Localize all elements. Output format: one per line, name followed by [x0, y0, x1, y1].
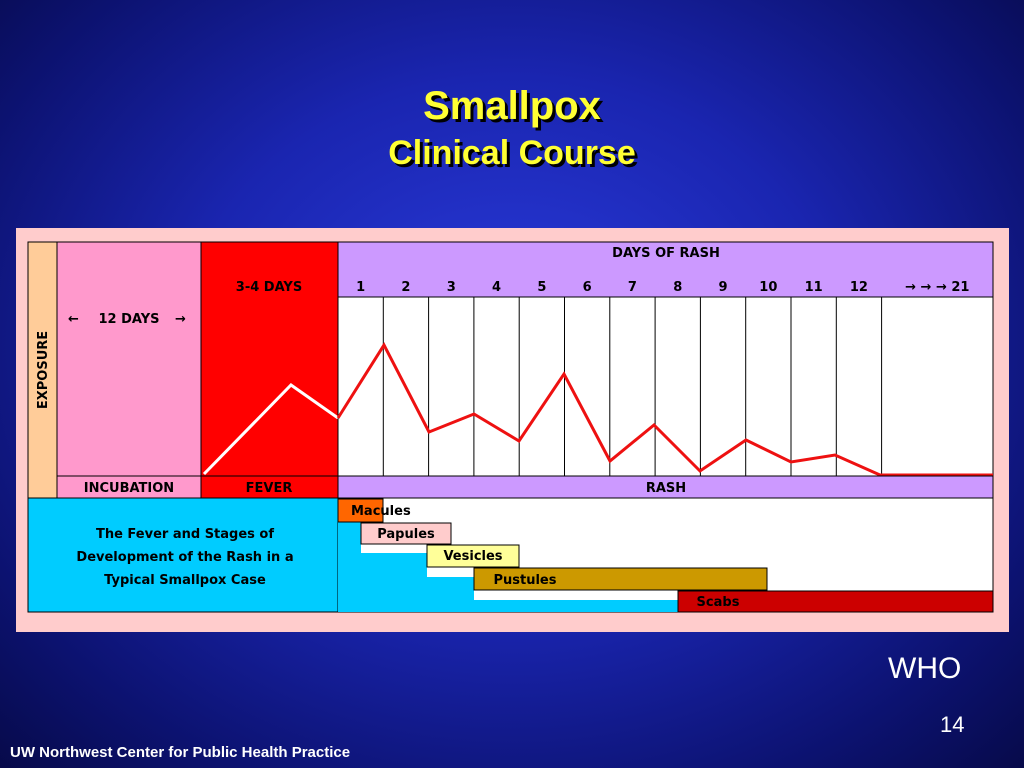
day-label-8: 8 — [673, 280, 682, 295]
fever-phase-label: FEVER — [246, 481, 293, 496]
day-label-10: 10 — [759, 280, 777, 295]
fever-curve-line — [336, 341, 993, 477]
stage-scabs-label: Scabs — [697, 595, 740, 610]
incubation-temperature-line — [202, 383, 339, 476]
slide-subtitle: Clinical Course — [388, 134, 636, 172]
day-label-2: 2 — [401, 280, 410, 295]
page-number: 14 — [940, 712, 965, 737]
slide-title: Smallpox — [423, 84, 601, 128]
stage-macules-bar — [337, 498, 384, 523]
stage-blue-step — [338, 498, 678, 612]
day-label-5: 5 — [537, 280, 546, 295]
stage-vesicles-label: Vesicles — [443, 549, 502, 564]
stage-pustules-label: Pustules — [493, 573, 556, 588]
exposure-label: EXPOSURE — [36, 331, 51, 409]
stage-scabs-bar — [677, 590, 994, 613]
incubation-span-arrow-right: → — [175, 312, 186, 327]
fever-column — [200, 241, 339, 477]
incubation-span-arrow-left: ← — [68, 312, 79, 327]
exposure-column — [27, 241, 58, 499]
days-of-rash-header: DAYS OF RASH — [612, 246, 720, 261]
day-label-4: 4 — [492, 280, 501, 295]
stage-macules-label: Macules — [351, 504, 411, 519]
day-label-1: 1 — [356, 280, 365, 295]
incubation-phase-label: INCUBATION — [84, 481, 174, 496]
rash-header — [337, 241, 994, 298]
caption-line-2: Development of the Rash in a — [76, 550, 293, 565]
stage-vesicles-bar — [426, 544, 520, 568]
day-label-12: 12 — [850, 280, 868, 295]
fever-span-label: 3-4 DAYS — [236, 280, 302, 295]
incubation-span-label: 12 DAYS — [98, 312, 159, 327]
stage-papules-bar — [360, 522, 452, 545]
day-label-7: 7 — [628, 280, 637, 295]
rash-chart-area — [337, 296, 994, 477]
day-label-9: 9 — [719, 280, 728, 295]
day-label-3: 3 — [447, 280, 456, 295]
day-label-11: 11 — [805, 280, 823, 295]
stage-papules-label: Papules — [377, 527, 435, 542]
day-label-6: 6 — [583, 280, 592, 295]
day-gridlines — [382, 297, 883, 476]
source-label: WHO — [888, 652, 962, 685]
footer-text: UW Northwest Center for Public Health Pr… — [10, 744, 351, 761]
caption-line-1: The Fever and Stages of — [96, 527, 274, 542]
caption-line-3: Typical Smallpox Case — [104, 573, 266, 588]
day-label-13: → → → 21 — [905, 280, 969, 295]
stage-pustules-bar — [473, 567, 768, 591]
rash-phase-label: RASH — [646, 481, 686, 496]
incubation-column — [56, 241, 202, 477]
diagram-frame: EXPOSURE ← 12 DAYS → 3-4 DAYS DAYS OF RA… — [16, 228, 1009, 632]
clinical-course-diagram: EXPOSURE ← 12 DAYS → 3-4 DAYS DAYS OF RA… — [27, 241, 994, 613]
day-labels: 1 2 3 4 5 6 7 8 9 10 11 12 → → → 21 — [356, 280, 969, 295]
